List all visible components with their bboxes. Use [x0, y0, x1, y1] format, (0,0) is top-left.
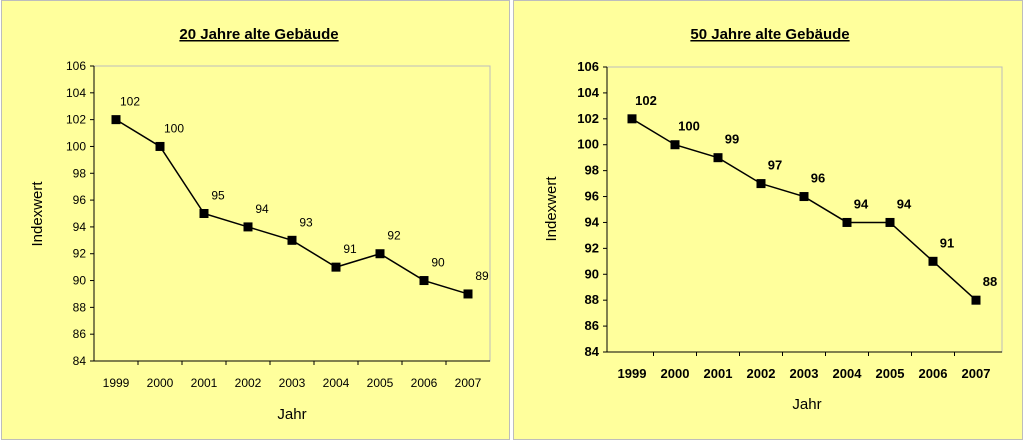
y-tick-label: 92: [73, 247, 87, 261]
y-tick-label: 104: [66, 86, 86, 100]
y-tick-label: 88: [73, 300, 87, 314]
data-label: 93: [299, 215, 313, 229]
y-tick-label: 98: [73, 166, 87, 180]
x-tick-label: 2000: [661, 366, 690, 381]
x-tick-label: 2006: [411, 376, 438, 390]
chart-panel-left: 20 Jahre alte Gebäude 84 86 88 90 92 94 96 98 10…: [1, 0, 510, 440]
data-point-marker: [463, 289, 473, 299]
data-label: 102: [120, 95, 140, 109]
data-label: 91: [343, 242, 357, 256]
data-point-marker: [199, 209, 209, 218]
data-label: 94: [897, 196, 912, 211]
y-tick-label: 106: [66, 59, 86, 73]
axes: 84 86 88 90 92 94 96 98 100 102 104 106 1999 2000 2001…: [66, 59, 490, 390]
y-tick-label: 102: [577, 111, 599, 126]
data-point-marker: [331, 262, 341, 272]
x-tick-label: 2001: [704, 366, 733, 381]
y-tick-label: 90: [73, 274, 87, 288]
y-tick-label: 94: [73, 220, 87, 234]
y-tick-label: 102: [66, 113, 86, 127]
x-tick-label: 2004: [833, 366, 863, 381]
y-tick-label: 94: [585, 214, 600, 229]
y-tick-label: 98: [585, 163, 599, 178]
y-tick-label: 104: [577, 85, 599, 100]
data-label: 99: [725, 132, 739, 147]
y-tick-label: 84: [73, 354, 87, 368]
data-point-marker: [375, 249, 385, 259]
x-tick-label: 2006: [919, 366, 948, 381]
x-tick-label: 1999: [618, 366, 647, 381]
x-tick-label: 2000: [147, 376, 174, 390]
x-tick-label: 2003: [790, 366, 819, 381]
data-point-marker: [971, 295, 981, 305]
y-tick-label: 96: [585, 189, 599, 204]
x-tick-label: 1999: [103, 376, 130, 390]
data-point-marker: [287, 235, 297, 245]
data-point-marker: [928, 256, 938, 266]
chart-title: 50 Jahre alte Gebäude: [690, 26, 849, 43]
y-tick-label: 86: [585, 318, 599, 333]
y-tick-label: 100: [66, 139, 86, 153]
series-line: 102 100 95 94 93 91 92 90 89: [111, 95, 489, 299]
data-label: 90: [431, 256, 445, 270]
y-tick-label: 86: [73, 327, 87, 341]
data-label: 95: [211, 189, 225, 203]
plot-area: [93, 65, 491, 362]
data-point-marker: [670, 140, 680, 150]
data-label: 100: [678, 119, 700, 134]
plot-area: [606, 66, 1003, 353]
y-axis-label: Indexwert: [29, 181, 46, 247]
series-polyline: [115, 118, 469, 295]
y-tick-label: 90: [585, 266, 599, 281]
series-polyline: [631, 118, 977, 301]
y-tick-label: 84: [585, 344, 600, 359]
y-tick-label: 92: [585, 240, 599, 255]
x-tick-label: 2007: [962, 366, 991, 381]
x-tick-label: 2002: [235, 376, 262, 390]
x-tick-label: 2004: [323, 376, 350, 390]
x-tick-label: 2005: [876, 366, 905, 381]
x-axis-label: Jahr: [792, 396, 821, 413]
chart-20-jahre: 20 Jahre alte Gebäude 84 86 88 90 92 94 96 98 10…: [29, 26, 491, 423]
chart-50-jahre: 50 Jahre alte Gebäude 84 86 88 90 92 94 96 98 10…: [543, 26, 1003, 413]
data-label: 92: [387, 229, 401, 243]
x-tick-label: 2005: [367, 376, 394, 390]
x-tick-label: 2003: [279, 376, 306, 390]
series-line: 102 100 99 97 96 94 94 91 88: [627, 93, 997, 305]
y-tick-label: 88: [585, 292, 599, 307]
data-point-marker: [243, 222, 253, 232]
data-point-marker: [842, 217, 852, 227]
data-point-marker: [111, 115, 121, 125]
x-axis-label: Jahr: [277, 406, 306, 423]
data-label: 88: [983, 274, 997, 289]
axes: 84 86 88 90 92 94 96 98 100 102 104 106 1999 2000 2001…: [577, 59, 1002, 381]
data-label: 91: [940, 235, 954, 250]
data-point-marker: [885, 217, 895, 227]
data-point-marker: [627, 114, 637, 124]
x-tick-label: 2002: [747, 366, 776, 381]
data-label: 96: [811, 171, 825, 186]
data-label: 97: [768, 158, 782, 173]
y-tick-label: 96: [73, 193, 87, 207]
y-tick-label: 106: [577, 59, 599, 74]
data-point-marker: [155, 141, 165, 151]
data-point-marker: [799, 192, 809, 202]
chart-panel-right: 50 Jahre alte Gebäude 84 86 88 90 92 94 96 98 10…: [513, 0, 1023, 440]
data-label: 94: [255, 202, 269, 216]
data-label: 89: [475, 269, 489, 283]
y-axis-label: Indexwert: [543, 176, 560, 242]
data-label: 102: [635, 93, 657, 108]
x-tick-label: 2001: [191, 376, 218, 390]
data-point-marker: [713, 153, 723, 163]
chart-title: 20 Jahre alte Gebäude: [179, 26, 338, 43]
data-point-marker: [756, 179, 766, 189]
data-point-marker: [419, 276, 429, 286]
data-label: 94: [854, 196, 869, 211]
x-tick-label: 2007: [455, 376, 482, 390]
data-label: 100: [164, 121, 184, 135]
y-tick-label: 100: [577, 137, 599, 152]
